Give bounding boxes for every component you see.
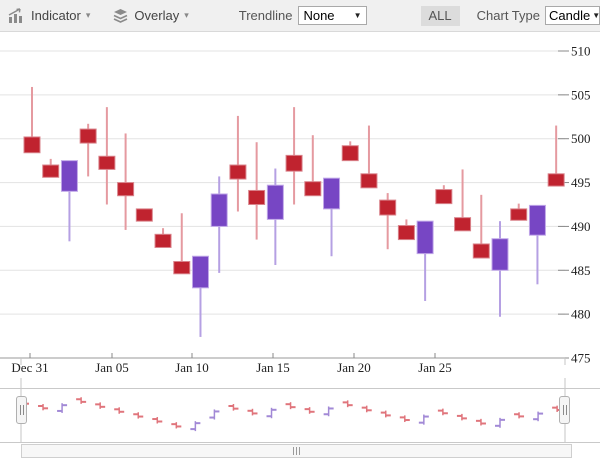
candle[interactable] bbox=[492, 221, 508, 317]
candle[interactable] bbox=[211, 176, 227, 272]
candle[interactable] bbox=[417, 221, 433, 301]
candle[interactable] bbox=[342, 141, 358, 160]
x-axis-label: Jan 10 bbox=[175, 360, 209, 375]
navigator-left-handle[interactable] bbox=[16, 396, 27, 424]
overlay-layers-icon bbox=[112, 8, 129, 24]
indicator-label: Indicator bbox=[31, 8, 81, 23]
indicator-chart-icon bbox=[8, 8, 26, 24]
dropdown-arrow-icon: ▼ bbox=[592, 11, 600, 20]
y-axis-label: 480 bbox=[571, 307, 591, 322]
navigator-bar bbox=[76, 397, 86, 404]
y-axis-label: 510 bbox=[571, 44, 591, 59]
navigator-bar bbox=[267, 408, 277, 418]
x-axis-label: Dec 31 bbox=[11, 360, 48, 375]
x-axis-label: Jan 15 bbox=[256, 360, 290, 375]
candle[interactable] bbox=[286, 107, 302, 204]
chevron-down-icon: ▾ bbox=[184, 10, 189, 21]
drag-handle-icon bbox=[563, 405, 564, 415]
navigator-bar bbox=[438, 409, 448, 416]
all-range-button[interactable]: ALL bbox=[421, 6, 460, 26]
candle[interactable] bbox=[529, 205, 545, 284]
overlay-label: Overlay bbox=[134, 8, 179, 23]
candle[interactable] bbox=[249, 142, 265, 239]
candle[interactable] bbox=[43, 159, 59, 177]
candle[interactable] bbox=[398, 219, 414, 239]
trendline-label: Trendline bbox=[239, 8, 293, 23]
navigator-bar bbox=[362, 406, 372, 413]
chart-application: Indicator ▾ Overlay ▾ Trendline None ▼ A… bbox=[0, 0, 600, 462]
candlestick-chart: 510 505 500 495 490 485 480 475 Dec 31 Jan 05 Jan … bbox=[0, 33, 600, 388]
candle[interactable] bbox=[455, 169, 471, 230]
candle[interactable] bbox=[380, 193, 396, 249]
navigator-mini-chart bbox=[0, 389, 600, 442]
navigator-bar bbox=[95, 402, 105, 408]
x-axis-label: Jan 25 bbox=[418, 360, 452, 375]
navigator-bar bbox=[324, 406, 334, 416]
x-axis-label: Jan 05 bbox=[95, 360, 129, 375]
candle[interactable] bbox=[24, 87, 40, 153]
candle[interactable] bbox=[192, 256, 208, 337]
candle[interactable] bbox=[118, 133, 134, 229]
x-axis-label: Jan 20 bbox=[337, 360, 371, 375]
navigator-bar bbox=[305, 407, 315, 414]
trendline-select[interactable]: None ▼ bbox=[298, 6, 366, 25]
candle[interactable] bbox=[61, 161, 77, 242]
navigator-bar bbox=[171, 422, 181, 428]
chevron-down-icon: ▾ bbox=[86, 10, 91, 21]
navigator-bar bbox=[209, 409, 219, 419]
navigator-bar bbox=[38, 404, 48, 410]
navigator-bar bbox=[476, 419, 486, 426]
chart-type-label: Chart Type bbox=[477, 8, 540, 23]
navigator-bar bbox=[495, 418, 505, 428]
candle[interactable] bbox=[361, 126, 377, 188]
candle[interactable] bbox=[136, 209, 152, 221]
chart-type-selected-value: Candle bbox=[549, 8, 590, 23]
scrollbar-grip-icon bbox=[296, 447, 297, 455]
navigator-bar bbox=[133, 412, 143, 418]
navigator-bar bbox=[152, 417, 162, 423]
navigator-bar bbox=[57, 403, 67, 413]
navigator-bar bbox=[400, 415, 410, 422]
y-axis-label: 485 bbox=[571, 263, 591, 278]
navigator-scrollbar[interactable] bbox=[21, 444, 572, 458]
y-axis-label: 475 bbox=[571, 350, 591, 365]
navigator-bar bbox=[247, 409, 257, 416]
candle[interactable] bbox=[174, 213, 190, 274]
navigator-bar bbox=[533, 412, 543, 422]
navigator-bar bbox=[286, 402, 296, 409]
navigator-right-handle[interactable] bbox=[559, 396, 570, 424]
indicator-menu[interactable]: Indicator ▾ bbox=[8, 8, 90, 24]
navigator-bar bbox=[457, 414, 467, 420]
all-button-label: ALL bbox=[429, 8, 452, 23]
navigator-bar bbox=[514, 412, 524, 418]
candle[interactable] bbox=[436, 185, 452, 203]
candle[interactable] bbox=[99, 107, 115, 204]
y-axis-label: 495 bbox=[571, 175, 591, 190]
candle[interactable] bbox=[324, 178, 340, 256]
navigator-bar bbox=[419, 415, 429, 425]
overlay-menu[interactable]: Overlay ▾ bbox=[112, 8, 188, 24]
toolbar: Indicator ▾ Overlay ▾ Trendline None ▼ A… bbox=[0, 0, 600, 32]
navigator-bar bbox=[190, 421, 200, 431]
candle[interactable] bbox=[511, 204, 527, 221]
trendline-selected-value: None bbox=[303, 8, 334, 23]
candle[interactable] bbox=[155, 228, 171, 247]
navigator-bar bbox=[381, 411, 391, 418]
chart-type-select[interactable]: Candle ▼ bbox=[545, 6, 600, 25]
navigator-bar bbox=[228, 404, 238, 411]
navigator-bar bbox=[343, 400, 353, 407]
y-axis-label: 500 bbox=[571, 131, 591, 146]
navigator-bar bbox=[114, 407, 124, 413]
y-axis-label: 505 bbox=[571, 87, 591, 102]
candle[interactable] bbox=[230, 116, 246, 212]
drag-handle-icon bbox=[20, 405, 21, 415]
dropdown-arrow-icon: ▼ bbox=[354, 11, 362, 20]
candle[interactable] bbox=[80, 124, 96, 177]
candle[interactable] bbox=[548, 126, 564, 187]
candle[interactable] bbox=[305, 135, 321, 196]
y-axis-label: 490 bbox=[571, 219, 591, 234]
range-navigator[interactable] bbox=[0, 388, 600, 443]
